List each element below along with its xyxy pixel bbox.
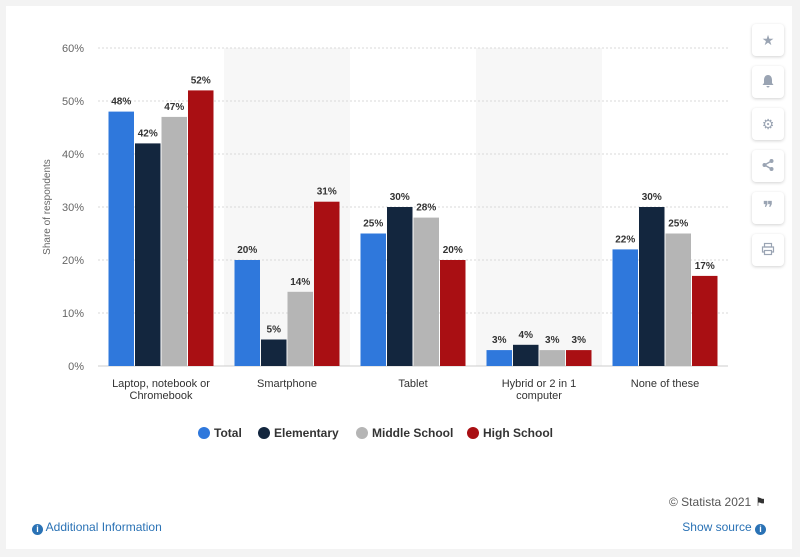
additional-info-label: Additional Information	[45, 520, 162, 534]
bar-total	[234, 260, 260, 366]
data-label: 3%	[492, 335, 507, 346]
y-tick-label: 40%	[62, 149, 84, 161]
data-label: 20%	[443, 245, 463, 256]
bar-middle-school	[161, 116, 187, 367]
bar-middle-school	[287, 291, 313, 366]
bar-high-school	[314, 201, 340, 366]
bar-high-school	[692, 275, 718, 366]
y-tick-label: 50%	[62, 96, 84, 108]
data-label: 52%	[191, 75, 211, 86]
y-tick-label: 0%	[68, 361, 84, 373]
bar-high-school	[188, 90, 214, 367]
x-tick-label: Hybrid or 2 in 1	[502, 378, 577, 390]
y-axis-label: Share of respondents	[42, 159, 53, 255]
data-label: 30%	[390, 192, 410, 203]
x-tick-label: Laptop, notebook or	[112, 378, 210, 390]
credit-text: © Statista 2021	[669, 495, 752, 509]
notification-button[interactable]	[752, 66, 784, 98]
bar-elementary	[387, 207, 413, 366]
flag-icon: ⚑	[755, 495, 766, 509]
y-tick-label: 60%	[62, 43, 84, 55]
bar-middle-school	[539, 350, 565, 366]
info-icon: i	[32, 524, 43, 535]
data-label: 25%	[363, 219, 383, 230]
bar-total	[108, 111, 134, 366]
legend-marker	[258, 427, 270, 439]
legend-entry: High School	[483, 426, 553, 440]
bar-middle-school	[413, 217, 439, 366]
data-label: 17%	[695, 261, 715, 272]
side-toolbar: ★ ⚙ ❞	[752, 24, 786, 276]
bar-high-school	[440, 260, 466, 366]
data-label: 20%	[237, 245, 257, 256]
cite-button[interactable]: ❞	[752, 192, 784, 224]
x-tick-label: Chromebook	[130, 390, 193, 402]
data-label: 22%	[615, 234, 635, 245]
legend-entry: Middle School	[372, 426, 453, 440]
legend-marker	[467, 427, 479, 439]
bar-middle-school	[665, 233, 691, 366]
data-label: 31%	[317, 187, 337, 198]
legend-entry: Total	[214, 426, 242, 440]
chart-frame: 0% 10% 20% 30% 40% 50% 60% Share of respondents…	[6, 6, 792, 549]
statista-credit[interactable]: © Statista 2021 ⚑	[669, 495, 766, 509]
print-button[interactable]	[752, 234, 784, 266]
bar-elementary	[135, 143, 161, 366]
settings-button[interactable]: ⚙	[752, 108, 784, 140]
favorite-button[interactable]: ★	[752, 24, 784, 56]
info-icon: i	[755, 524, 766, 535]
show-source-link[interactable]: Show source i	[682, 520, 766, 535]
data-label: 14%	[290, 277, 310, 288]
star-icon: ★	[761, 31, 775, 48]
bar-total	[612, 249, 638, 366]
data-label: 47%	[164, 102, 184, 113]
data-label: 4%	[519, 330, 534, 341]
bar-elementary	[639, 207, 665, 366]
x-tick-label: Tablet	[398, 378, 427, 390]
data-label: 28%	[416, 203, 436, 214]
legend-marker	[198, 427, 210, 439]
bar-total	[486, 350, 512, 366]
show-source-label: Show source	[682, 520, 752, 534]
print-icon	[761, 242, 775, 259]
data-label: 30%	[642, 192, 662, 203]
bar-elementary	[261, 339, 287, 366]
bar-elementary	[513, 344, 539, 366]
data-label: 3%	[572, 335, 587, 346]
share-button[interactable]	[752, 150, 784, 182]
data-label: 48%	[111, 97, 131, 108]
bar-chart: 0% 10% 20% 30% 40% 50% 60% Share of respondents…	[42, 43, 728, 440]
additional-information-link[interactable]: i Additional Information	[32, 520, 162, 535]
y-tick-label: 20%	[62, 255, 84, 267]
data-label: 42%	[138, 128, 158, 139]
bell-icon	[761, 74, 775, 91]
data-label: 3%	[545, 335, 560, 346]
gear-icon: ⚙	[761, 115, 775, 132]
bar-total	[360, 233, 386, 366]
data-label: 25%	[668, 219, 688, 230]
legend-entry: Elementary	[274, 426, 339, 440]
x-tick-label: Smartphone	[257, 378, 317, 390]
x-tick-label: computer	[516, 390, 562, 402]
quote-icon: ❞	[762, 198, 774, 218]
legend-marker	[356, 427, 368, 439]
y-tick-label: 10%	[62, 308, 84, 320]
share-icon	[761, 158, 775, 175]
x-tick-label: None of these	[631, 378, 700, 390]
bar-high-school	[566, 350, 592, 366]
y-tick-label: 30%	[62, 202, 84, 214]
data-label: 5%	[267, 325, 282, 336]
